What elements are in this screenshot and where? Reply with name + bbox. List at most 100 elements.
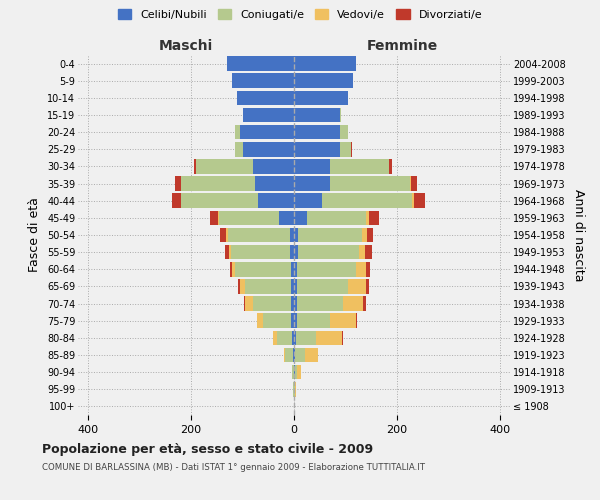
Bar bbox=[296, 296, 343, 311]
Bar bbox=[253, 296, 292, 311]
Text: Femmine: Femmine bbox=[367, 38, 437, 52]
Bar bbox=[296, 279, 348, 293]
Bar bbox=[296, 262, 356, 276]
Bar bbox=[231, 245, 290, 260]
Bar bbox=[196, 159, 253, 174]
Bar bbox=[285, 348, 293, 362]
Bar bbox=[294, 348, 295, 362]
Bar bbox=[238, 90, 294, 105]
Bar bbox=[389, 159, 392, 174]
Bar bbox=[340, 108, 341, 122]
Bar bbox=[235, 142, 242, 156]
Bar bbox=[235, 262, 292, 276]
Bar bbox=[294, 279, 296, 293]
Bar bbox=[294, 142, 340, 156]
Bar bbox=[220, 228, 226, 242]
Bar bbox=[322, 194, 412, 208]
Bar bbox=[366, 262, 370, 276]
Bar bbox=[257, 314, 263, 328]
Bar bbox=[194, 159, 196, 174]
Bar bbox=[343, 296, 364, 311]
Bar bbox=[298, 245, 359, 260]
Bar bbox=[330, 314, 356, 328]
Bar bbox=[245, 279, 292, 293]
Bar bbox=[294, 210, 307, 225]
Bar bbox=[256, 176, 294, 191]
Bar bbox=[172, 194, 181, 208]
Bar bbox=[253, 159, 294, 174]
Bar bbox=[307, 210, 366, 225]
Bar bbox=[224, 245, 229, 260]
Bar bbox=[294, 296, 296, 311]
Bar bbox=[294, 228, 298, 242]
Bar bbox=[316, 330, 342, 345]
Bar bbox=[278, 210, 294, 225]
Bar bbox=[296, 314, 330, 328]
Bar bbox=[294, 330, 296, 345]
Bar bbox=[294, 90, 348, 105]
Bar bbox=[366, 279, 368, 293]
Bar bbox=[232, 74, 294, 88]
Bar bbox=[365, 245, 371, 260]
Bar bbox=[342, 330, 343, 345]
Bar bbox=[242, 108, 294, 122]
Bar bbox=[263, 314, 292, 328]
Bar bbox=[228, 228, 290, 242]
Bar bbox=[294, 314, 296, 328]
Bar bbox=[292, 330, 294, 345]
Bar bbox=[294, 245, 298, 260]
Bar bbox=[356, 262, 366, 276]
Bar bbox=[414, 194, 425, 208]
Bar bbox=[295, 382, 296, 396]
Bar bbox=[368, 210, 379, 225]
Bar bbox=[356, 314, 357, 328]
Bar bbox=[245, 296, 253, 311]
Bar bbox=[292, 262, 294, 276]
Bar bbox=[294, 176, 330, 191]
Bar bbox=[210, 210, 218, 225]
Y-axis label: Fasce di età: Fasce di età bbox=[28, 198, 41, 272]
Bar bbox=[364, 296, 366, 311]
Text: Popolazione per età, sesso e stato civile - 2009: Popolazione per età, sesso e stato civil… bbox=[42, 442, 373, 456]
Bar bbox=[226, 228, 228, 242]
Bar bbox=[220, 210, 278, 225]
Bar bbox=[292, 279, 294, 293]
Bar bbox=[294, 159, 330, 174]
Bar bbox=[230, 262, 232, 276]
Bar bbox=[366, 210, 368, 225]
Bar bbox=[258, 194, 294, 208]
Bar bbox=[412, 194, 414, 208]
Bar bbox=[294, 56, 356, 71]
Bar bbox=[242, 142, 294, 156]
Bar bbox=[340, 125, 348, 140]
Bar bbox=[218, 210, 220, 225]
Bar bbox=[348, 279, 366, 293]
Bar bbox=[305, 348, 318, 362]
Bar bbox=[296, 330, 316, 345]
Bar bbox=[238, 279, 240, 293]
Bar bbox=[292, 314, 294, 328]
Bar bbox=[294, 74, 353, 88]
Bar bbox=[229, 245, 231, 260]
Bar bbox=[340, 142, 350, 156]
Y-axis label: Anni di nascita: Anni di nascita bbox=[572, 188, 585, 281]
Bar bbox=[294, 262, 296, 276]
Bar bbox=[175, 176, 181, 191]
Bar bbox=[294, 108, 340, 122]
Bar bbox=[235, 125, 240, 140]
Bar bbox=[227, 56, 294, 71]
Bar bbox=[240, 125, 294, 140]
Bar bbox=[290, 228, 294, 242]
Bar bbox=[292, 296, 294, 311]
Bar bbox=[367, 228, 373, 242]
Bar bbox=[240, 279, 245, 293]
Bar bbox=[362, 228, 367, 242]
Bar bbox=[293, 348, 294, 362]
Bar bbox=[295, 365, 297, 380]
Bar bbox=[330, 176, 410, 191]
Legend: Celibi/Nubili, Coniugati/e, Vedovi/e, Divorziati/e: Celibi/Nubili, Coniugati/e, Vedovi/e, Di… bbox=[115, 6, 485, 23]
Bar bbox=[181, 176, 256, 191]
Bar bbox=[294, 194, 322, 208]
Bar bbox=[273, 330, 277, 345]
Bar bbox=[277, 330, 292, 345]
